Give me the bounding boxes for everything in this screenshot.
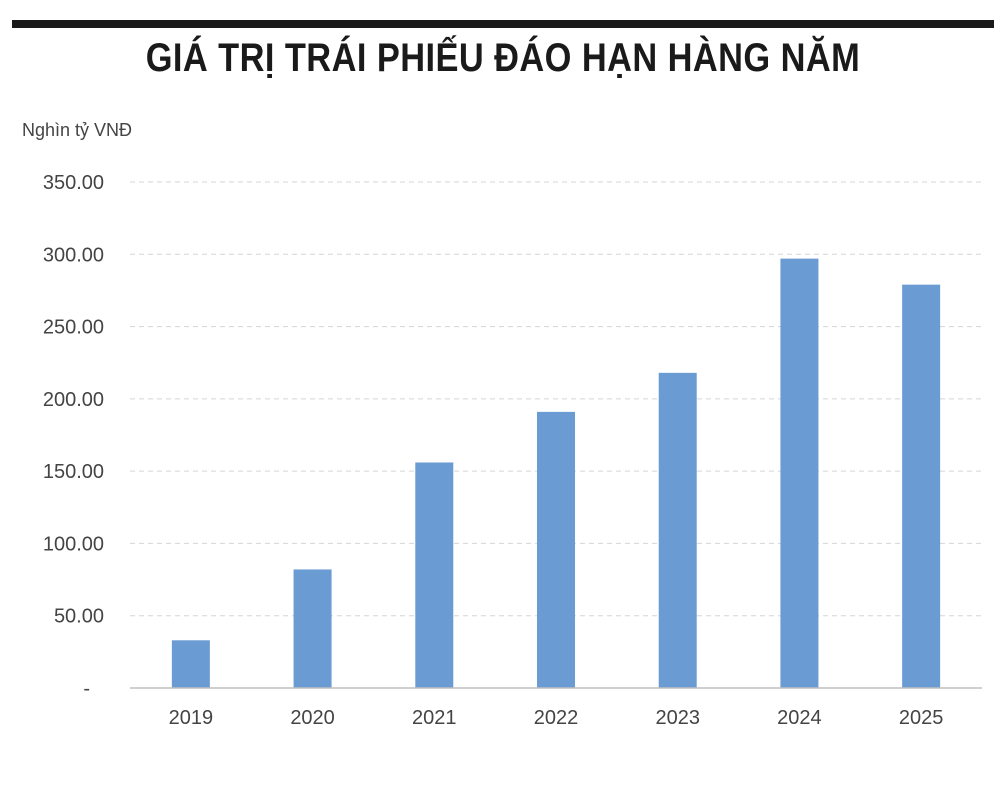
y-tick-label: 250.00: [43, 317, 104, 339]
bar-2024: [780, 258, 819, 688]
y-tick-label: 100.00: [43, 533, 104, 555]
y-axis-unit-label: Nghìn tỷ VNĐ: [22, 120, 133, 140]
y-tick-labels: - 50.00 100.00 150.00 200.00 250.00 300.00 350.…: [43, 172, 104, 700]
y-tick-label: 300.00: [43, 244, 104, 266]
y-tick-label: 150.00: [43, 461, 104, 483]
x-tick-label: 2019: [169, 707, 214, 729]
bars: [171, 258, 941, 688]
bar-2023: [658, 372, 697, 688]
bar-2025: [902, 284, 941, 688]
y-tick-label: -: [83, 678, 90, 700]
bar-chart: - 50.00 100.00 150.00 200.00 250.00 300.00 350.…: [43, 172, 982, 729]
x-tick-labels: 2019 2020 2021 2022 2023 2024 2025: [169, 707, 944, 729]
x-tick-label: 2021: [412, 707, 457, 729]
x-tick-label: 2025: [899, 707, 944, 729]
bar-2021: [415, 462, 454, 688]
y-tick-label: 200.00: [43, 389, 104, 411]
bar-2020: [293, 569, 332, 688]
bar-2022: [537, 411, 575, 688]
x-tick-label: 2020: [290, 707, 335, 729]
y-tick-label: 50.00: [54, 606, 104, 628]
x-tick-label: 2023: [655, 707, 700, 729]
top-rule: [12, 20, 994, 28]
bar-2019: [171, 640, 210, 688]
x-tick-label: 2022: [534, 707, 579, 729]
chart-title: GIÁ TRỊ TRÁI PHIẾU ĐÁO HẠN HÀNG NĂM: [145, 36, 861, 80]
y-tick-label: 350.00: [43, 172, 104, 194]
x-tick-label: 2024: [777, 707, 822, 729]
